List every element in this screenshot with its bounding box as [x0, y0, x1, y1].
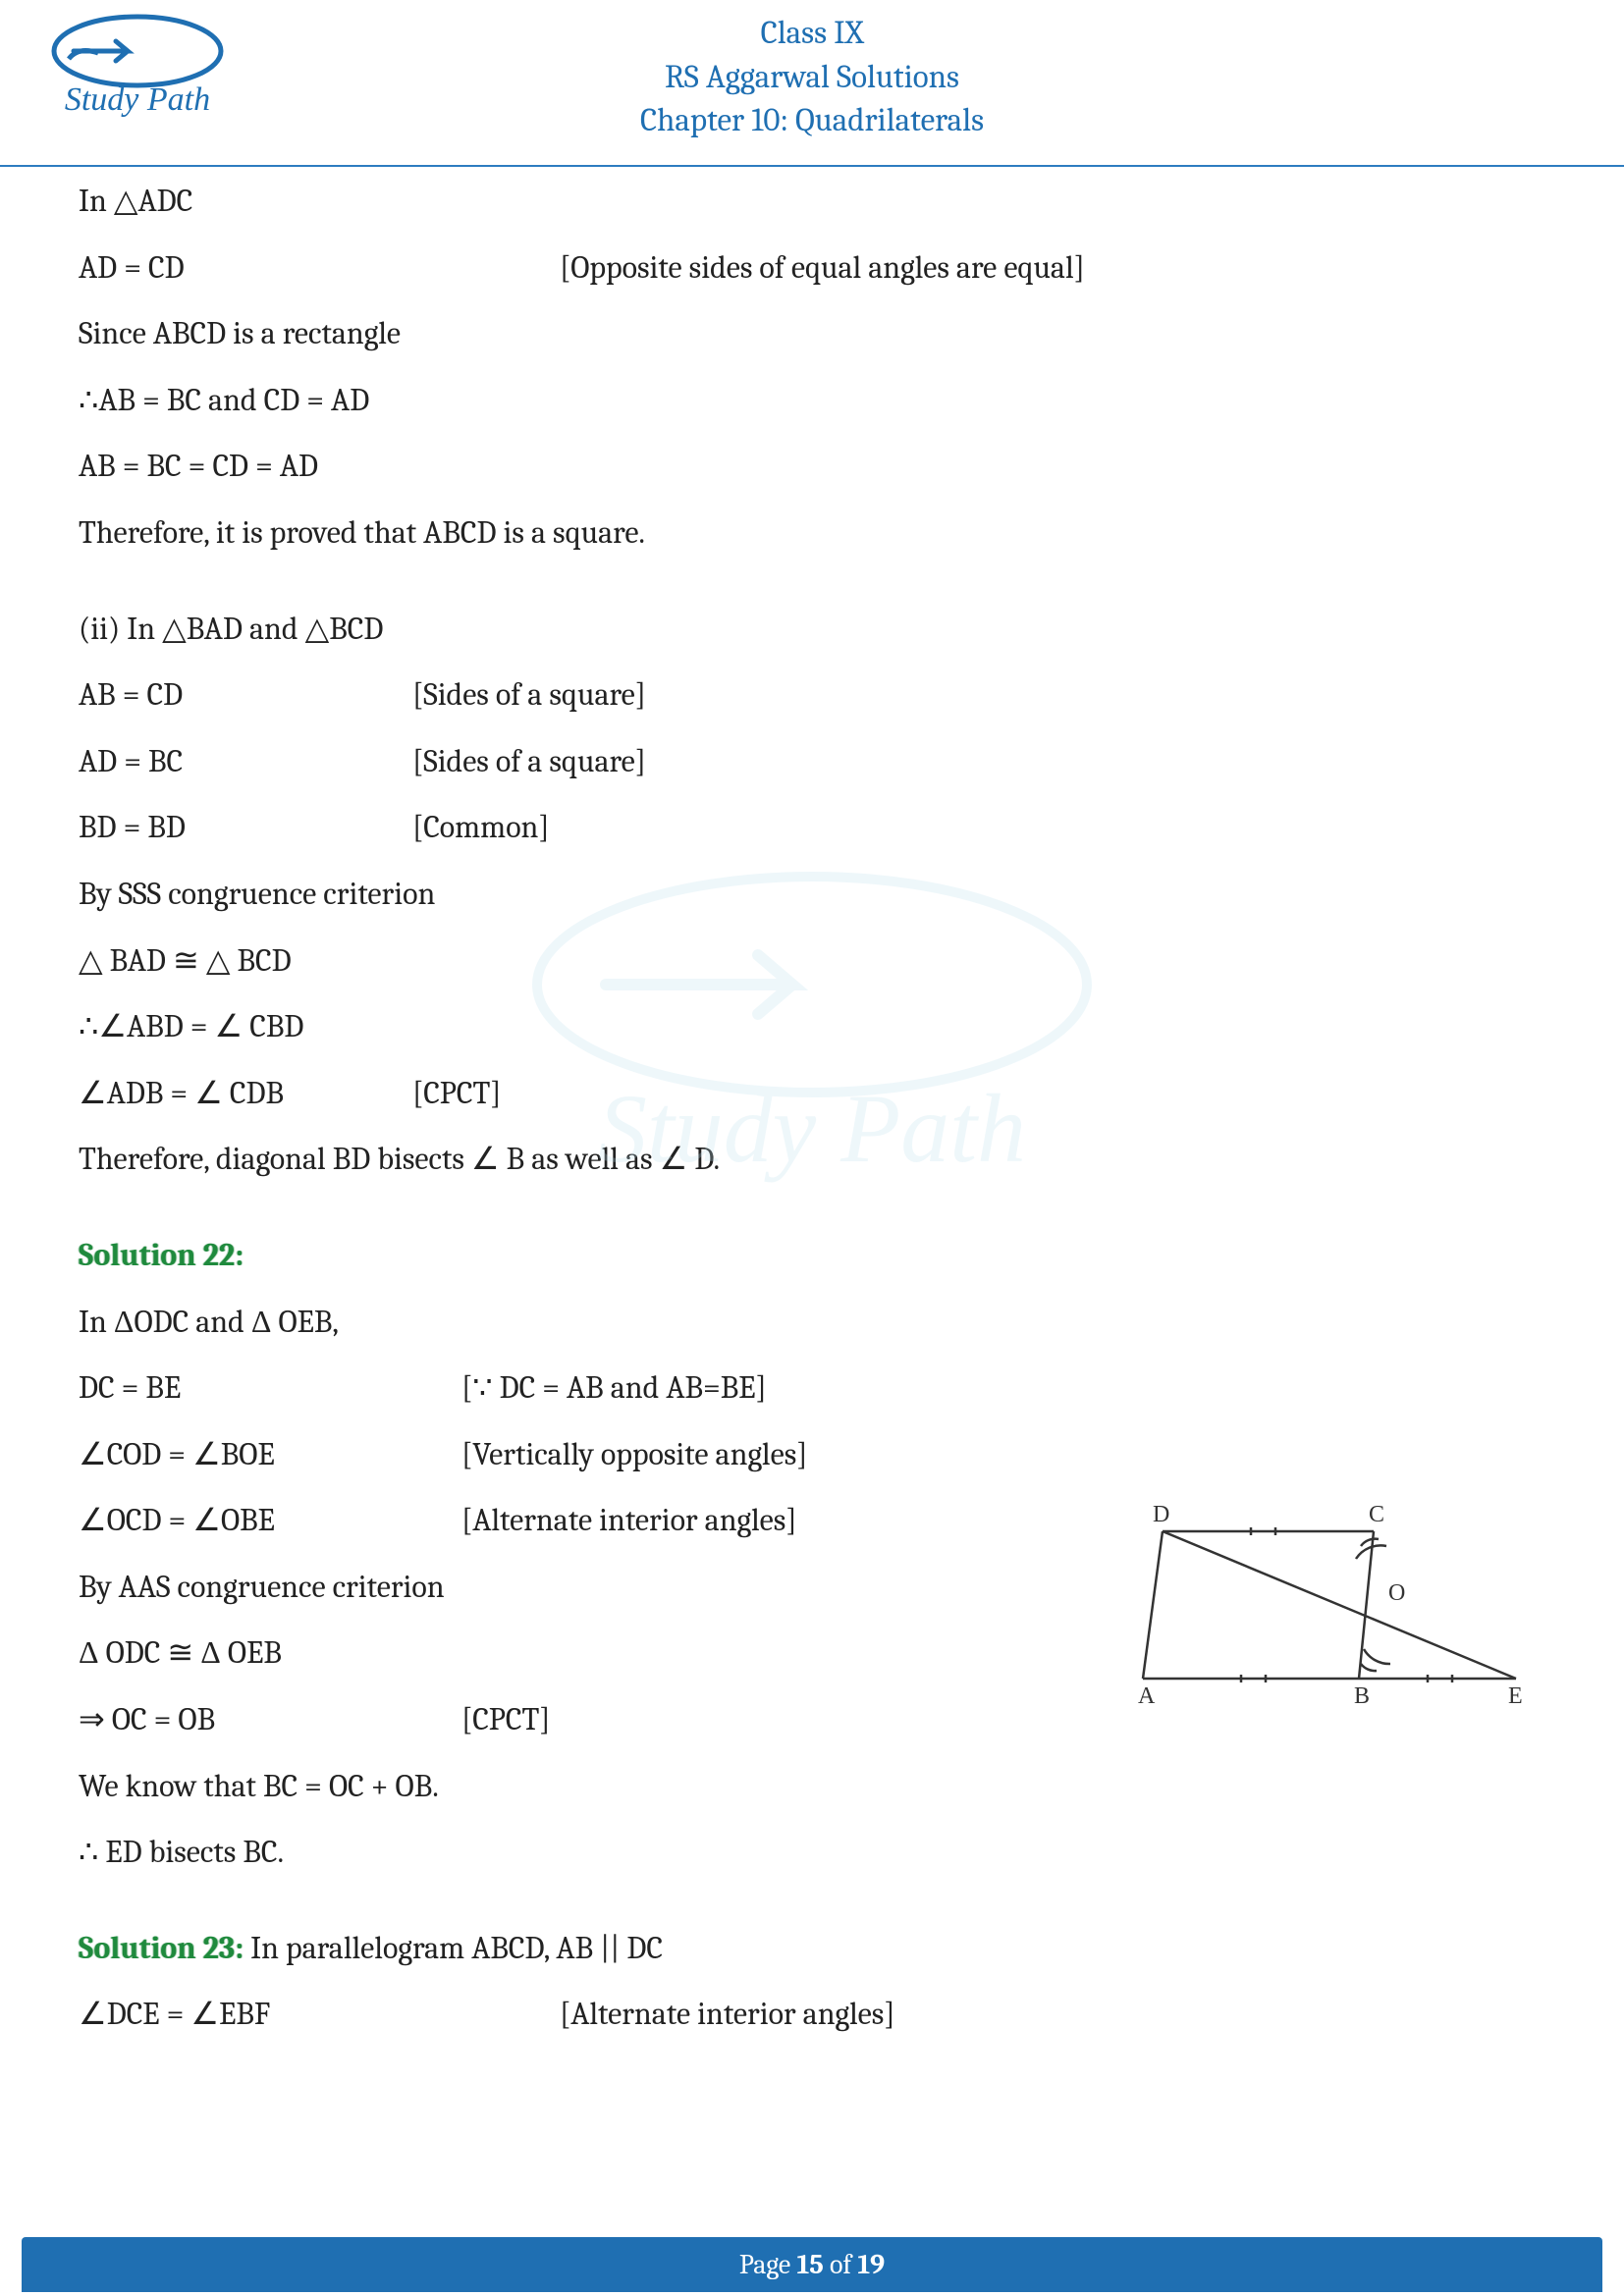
footer-bar: Page 15 of 19 — [22, 2237, 1602, 2292]
text-line: In △ADC — [79, 177, 1545, 226]
text-line: (ii) In △BAD and △BCD — [79, 605, 1545, 654]
vertex-label: C — [1369, 1502, 1384, 1527]
statement: ⇒ OC = OB — [79, 1695, 461, 1744]
text-line: Since ABCD is a rectangle — [79, 309, 1545, 358]
statement-row: BD = BD [Common] — [79, 803, 1545, 852]
text-line: ∴AB = BC and CD = AD — [79, 376, 1545, 425]
footer-middle: of — [824, 2249, 858, 2280]
statement: BD = BD — [79, 803, 412, 852]
vertex-label: D — [1153, 1502, 1169, 1527]
geometry-diagram: A B C D E O — [1104, 1492, 1526, 1708]
vertex-label: E — [1508, 1683, 1523, 1708]
vertex-label: O — [1388, 1580, 1405, 1606]
text-line: Therefore, it is proved that ABCD is a s… — [79, 508, 1545, 558]
statement-row: ∠DCE = ∠EBF [Alternate interior angles] — [79, 1990, 1545, 2039]
text-line: ∴∠ABD = ∠ CBD — [79, 1002, 1545, 1051]
statement-row: DC = BE [∵ DC = AB and AB=BE] — [79, 1363, 1545, 1413]
page-total: 19 — [857, 2249, 885, 2280]
statement: AB = CD — [79, 670, 412, 720]
page-footer: Page 15 of 19 — [0, 2237, 1624, 2296]
reason: [CPCT] — [412, 1069, 1545, 1118]
solution-heading: Solution 22: — [79, 1231, 1545, 1280]
statement-row: AD = CD [Opposite sides of equal angles … — [79, 243, 1545, 293]
solution-22-title: Solution 22: — [79, 1237, 244, 1273]
reason: [Common] — [412, 803, 1545, 852]
text-line: ∴ ED bisects BC. — [79, 1828, 1545, 1877]
statement: ∠OCD = ∠OBE — [79, 1496, 461, 1545]
statement: ∠DCE = ∠EBF — [79, 1990, 560, 2039]
statement-row: ∠ADB = ∠ CDB [CPCT] — [79, 1069, 1545, 1118]
footer-prefix: Page — [739, 2249, 797, 2280]
statement: ∠COD = ∠BOE — [79, 1430, 461, 1479]
reason: [∵ DC = AB and AB=BE] — [461, 1363, 1545, 1413]
statement: DC = BE — [79, 1363, 461, 1413]
text-line: Therefore, diagonal BD bisects ∠ B as we… — [79, 1135, 1545, 1184]
svg-text:Study Path: Study Path — [65, 81, 210, 118]
text-line: △ BAD ≅ △ BCD — [79, 936, 1545, 986]
reason: [Opposite sides of equal angles are equa… — [560, 243, 1545, 293]
statement-row: AD = BC [Sides of a square] — [79, 737, 1545, 786]
page-current: 15 — [796, 2249, 823, 2280]
page: Study Path Class IX RS Aggarwal Solution… — [0, 0, 1624, 2296]
statement: AD = CD — [79, 243, 560, 293]
reason: [Vertically opposite angles] — [461, 1430, 1545, 1479]
text-line: AB = BC = CD = AD — [79, 442, 1545, 491]
solution-heading: Solution 23: In parallelogram ABCD, AB |… — [79, 1924, 1545, 1973]
page-header: Study Path Class IX RS Aggarwal Solution… — [0, 0, 1624, 157]
reason: [Sides of a square] — [412, 670, 1545, 720]
statement: ∠ADB = ∠ CDB — [79, 1069, 412, 1118]
statement: AD = BC — [79, 737, 412, 786]
text-line: In ΔODC and Δ OEB, — [79, 1298, 1545, 1347]
reason: [Alternate interior angles] — [560, 1990, 1545, 2039]
study-path-logo: Study Path — [29, 12, 245, 125]
text-line: By SSS congruence criterion — [79, 870, 1545, 919]
statement-row: AB = CD [Sides of a square] — [79, 670, 1545, 720]
vertex-label: B — [1354, 1683, 1370, 1708]
content-area: In △ADC AD = CD [Opposite sides of equal… — [0, 167, 1624, 2039]
reason: [Sides of a square] — [412, 737, 1545, 786]
solution-23-inline: In parallelogram ABCD, AB || DC — [244, 1930, 663, 1966]
solution-23-title: Solution 23: — [79, 1930, 244, 1966]
statement-row: ∠COD = ∠BOE [Vertically opposite angles] — [79, 1430, 1545, 1479]
vertex-label: A — [1138, 1683, 1156, 1708]
text-line: We know that BC = OC + OB. — [79, 1762, 1545, 1811]
